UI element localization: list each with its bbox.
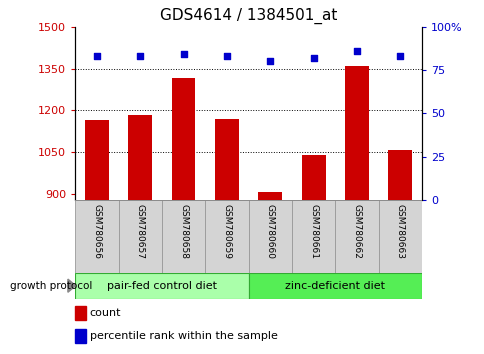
Point xyxy=(93,53,101,59)
Text: GSM780656: GSM780656 xyxy=(92,204,101,259)
Text: zinc-deficient diet: zinc-deficient diet xyxy=(285,281,384,291)
Text: count: count xyxy=(90,308,121,318)
Point xyxy=(223,53,230,59)
Bar xyxy=(85,120,108,354)
Bar xyxy=(301,155,325,354)
Bar xyxy=(118,200,162,273)
Bar xyxy=(214,119,238,354)
Bar xyxy=(248,200,291,273)
Bar xyxy=(171,78,195,354)
Text: GSM780657: GSM780657 xyxy=(136,204,144,259)
Point xyxy=(266,58,273,64)
Text: GSM780661: GSM780661 xyxy=(308,204,318,259)
Text: GSM780660: GSM780660 xyxy=(265,204,274,259)
Text: GSM780658: GSM780658 xyxy=(179,204,188,259)
Point xyxy=(309,55,317,61)
Bar xyxy=(205,200,248,273)
Text: GSM780663: GSM780663 xyxy=(395,204,404,259)
Bar xyxy=(248,273,421,299)
Point xyxy=(136,53,144,59)
Text: percentile rank within the sample: percentile rank within the sample xyxy=(90,331,277,341)
Point xyxy=(352,48,360,54)
Point xyxy=(395,53,403,59)
Point xyxy=(179,51,187,57)
Bar xyxy=(334,200,378,273)
Title: GDS4614 / 1384501_at: GDS4614 / 1384501_at xyxy=(160,7,336,24)
Text: pair-fed control diet: pair-fed control diet xyxy=(106,281,216,291)
Text: GSM780662: GSM780662 xyxy=(352,204,361,258)
Bar xyxy=(162,200,205,273)
Bar xyxy=(258,192,282,354)
Bar xyxy=(291,200,334,273)
Bar xyxy=(378,200,421,273)
Bar xyxy=(128,115,152,354)
Polygon shape xyxy=(68,279,76,292)
Bar xyxy=(75,200,118,273)
Bar xyxy=(344,66,368,354)
Bar xyxy=(388,150,411,354)
Text: GSM780659: GSM780659 xyxy=(222,204,231,259)
Bar xyxy=(75,273,248,299)
Text: growth protocol: growth protocol xyxy=(10,281,92,291)
